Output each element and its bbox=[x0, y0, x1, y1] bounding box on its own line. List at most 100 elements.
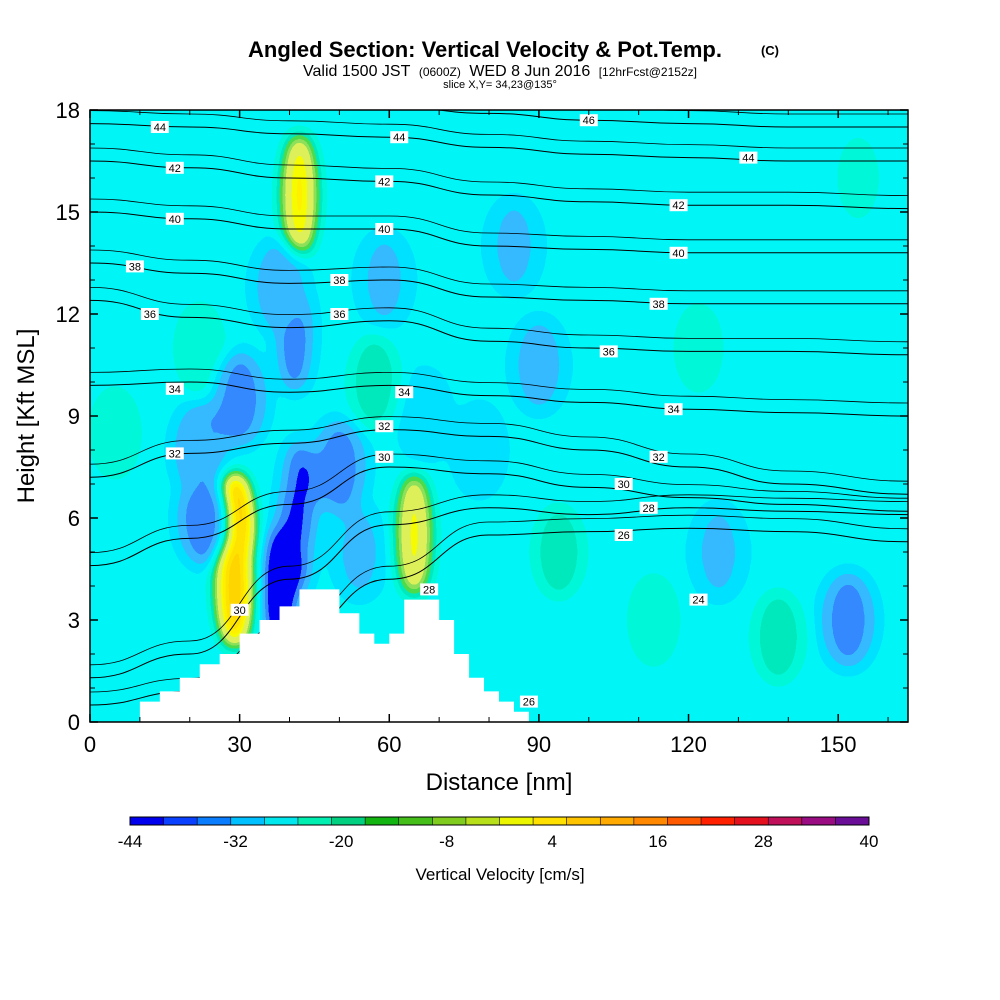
contour-label-text: 30 bbox=[618, 479, 630, 491]
contour-label: 44 bbox=[390, 131, 409, 144]
contour-label: 40 bbox=[375, 223, 394, 236]
contour-label: 26 bbox=[614, 529, 633, 542]
contour-label-text: 34 bbox=[667, 404, 679, 416]
colorbar-swatch bbox=[734, 817, 769, 825]
velocity-cell bbox=[213, 351, 266, 447]
velocity-cell bbox=[398, 368, 451, 464]
y-tick-label: 15 bbox=[56, 200, 80, 225]
contour-label-text: 30 bbox=[378, 452, 390, 464]
theta-isoline-minor bbox=[90, 287, 908, 343]
theta-isoline bbox=[90, 381, 908, 417]
contour-label: 36 bbox=[140, 308, 159, 321]
colorbar-swatch bbox=[667, 817, 702, 825]
chart-title-tag: (C) bbox=[761, 43, 779, 58]
contour-label: 42 bbox=[165, 161, 184, 175]
y-tick-label: 3 bbox=[68, 608, 80, 633]
y-tick-label: 9 bbox=[68, 404, 80, 429]
colorbar-swatch bbox=[163, 817, 198, 825]
y-tick-label: 12 bbox=[56, 302, 80, 327]
contour-label-text: 40 bbox=[169, 214, 181, 226]
colorbar-swatch bbox=[533, 817, 568, 825]
velocity-cell bbox=[348, 334, 401, 430]
x-tick-label: 120 bbox=[670, 732, 707, 757]
velocity-cell bbox=[333, 504, 386, 600]
contour-label: 30 bbox=[375, 450, 394, 464]
colorbar-swatch bbox=[130, 817, 165, 825]
contour-label: 32 bbox=[649, 450, 668, 464]
velocity-cell bbox=[532, 504, 585, 600]
contour-label-text: 26 bbox=[618, 530, 630, 542]
theta-isoline bbox=[90, 429, 908, 495]
contour-label: 38 bbox=[649, 297, 668, 311]
colorbar-swatch bbox=[297, 817, 333, 825]
theta-isoline bbox=[90, 262, 908, 305]
x-tick-label: 30 bbox=[227, 732, 251, 757]
valid-time-line: Valid 1500 JST (0600Z) WED 8 Jun 2016 [1… bbox=[303, 63, 697, 80]
colorbar-swatch bbox=[365, 817, 400, 825]
contour-label-text: 44 bbox=[742, 153, 754, 165]
theta-isoline-minor bbox=[90, 147, 908, 196]
x-axis-label: Distance [nm] bbox=[426, 769, 573, 796]
contour-label: 28 bbox=[420, 583, 439, 596]
colorbar-swatch bbox=[633, 817, 668, 825]
velocity-cell bbox=[218, 524, 251, 648]
velocity-cell bbox=[512, 317, 565, 413]
y-tick-label: 18 bbox=[56, 98, 80, 123]
colorbar-swatch bbox=[499, 817, 534, 825]
colorbar-swatch bbox=[331, 817, 366, 825]
y-tick-label: 6 bbox=[68, 506, 80, 531]
x-tick-label: 90 bbox=[527, 732, 551, 757]
contour-label: 24 bbox=[689, 593, 708, 607]
colorbar: -44 -32 -20 -8 4 16 28 40 bbox=[118, 816, 879, 851]
colorbar-tick-label: 40 bbox=[860, 832, 879, 851]
contour-label: 34 bbox=[395, 386, 414, 399]
contour-label: 26 bbox=[519, 695, 538, 709]
contour-label-text: 32 bbox=[378, 421, 390, 433]
zulu-time-text: (0600Z) bbox=[419, 65, 461, 79]
slice-info: slice X,Y= 34,23@135° bbox=[443, 79, 557, 91]
colorbar-tick-label: -20 bbox=[329, 832, 354, 851]
valid-date-text: WED 8 Jun 2016 bbox=[469, 63, 590, 80]
theta-isoline-minor bbox=[90, 368, 908, 404]
contour-label: 36 bbox=[330, 308, 349, 321]
contour-label-text: 40 bbox=[672, 248, 684, 260]
contour-label: 42 bbox=[375, 175, 394, 188]
contour-label-text: 30 bbox=[234, 605, 246, 617]
velocity-cell bbox=[752, 589, 805, 685]
colorbar-swatch bbox=[398, 817, 433, 825]
colorbar-swatch bbox=[701, 817, 736, 825]
x-axis: 0 30 60 90 120 150 bbox=[84, 110, 889, 757]
velocity-cell bbox=[253, 238, 306, 335]
contour-label: 32 bbox=[375, 420, 394, 433]
colorbar-tick-label: -44 bbox=[118, 832, 143, 851]
y-axis-label: Height [Kft MSL] bbox=[13, 329, 40, 504]
theta-isoline bbox=[90, 466, 908, 567]
colorbar-swatch bbox=[835, 817, 870, 825]
theta-isoline-minor bbox=[90, 416, 908, 482]
contour-label: 32 bbox=[165, 447, 184, 460]
contour-label: 44 bbox=[150, 121, 169, 134]
theta-isoline-minor bbox=[649, 110, 908, 115]
chart-title: Angled Section: Vertical Velocity & Pot.… bbox=[248, 37, 722, 62]
colorbar-tick-label: -8 bbox=[439, 832, 454, 851]
theta-isoline bbox=[90, 507, 908, 679]
velocity-cell bbox=[692, 504, 745, 600]
contour-label: 46 bbox=[579, 114, 598, 127]
contour-label-text: 28 bbox=[643, 503, 655, 515]
velocity-cell bbox=[627, 572, 680, 668]
x-tick-label: 0 bbox=[84, 732, 96, 757]
x-tick-label: 60 bbox=[377, 732, 401, 757]
colorbar-swatch bbox=[768, 817, 803, 825]
theta-isoline-minor bbox=[90, 494, 908, 666]
velocity-cell bbox=[90, 385, 141, 481]
velocity-cell bbox=[283, 439, 316, 563]
contour-label-text: 24 bbox=[692, 595, 704, 607]
colorbar-swatch bbox=[197, 817, 232, 825]
terrain-profile bbox=[139, 589, 529, 722]
contour-label-text: 36 bbox=[333, 309, 345, 321]
colorbar-swatch bbox=[432, 817, 467, 825]
contour-label: 30 bbox=[614, 478, 633, 491]
colorbar-tick-label: 28 bbox=[754, 832, 773, 851]
theta-isolines bbox=[90, 110, 908, 706]
